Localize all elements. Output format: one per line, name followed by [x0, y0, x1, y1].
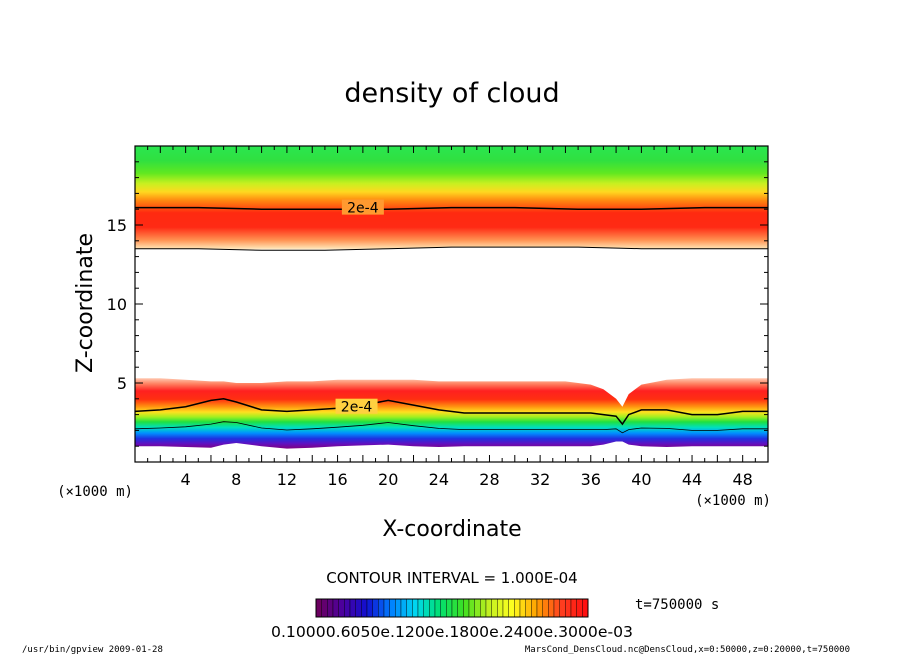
- colorbar-swatch: [383, 598, 390, 618]
- y-axis-label: Z-coordinate: [73, 233, 98, 373]
- colorbar-swatch: [389, 598, 396, 618]
- colorbar-swatch: [412, 598, 419, 618]
- colorbar-swatch: [372, 598, 379, 618]
- colorbar-swatch: [406, 598, 413, 618]
- x-tick-label: 48: [733, 470, 753, 489]
- colorbar-swatch: [400, 598, 407, 618]
- x-unit-right: (×1000 m): [695, 493, 771, 509]
- x-tick-label: 24: [429, 470, 449, 489]
- colorbar-swatch: [429, 598, 436, 618]
- colorbar-swatch: [480, 598, 487, 618]
- x-axis-label: X-coordinate: [382, 517, 521, 542]
- colorbar-swatch: [395, 598, 402, 618]
- upper-contour-line: [135, 206, 768, 210]
- colorbar-swatch: [463, 598, 470, 618]
- colorbar-swatch: [361, 598, 368, 618]
- x-tick-label: 32: [530, 470, 550, 489]
- y-tick-label: 10: [107, 295, 127, 314]
- colorbar-swatch: [559, 598, 566, 618]
- contour-label: 2e-4: [347, 201, 379, 217]
- colorbar-swatch: [570, 598, 577, 618]
- time-label: t=750000 s: [635, 597, 719, 613]
- colorbar-swatch: [536, 598, 543, 618]
- colorbar-swatch: [582, 598, 589, 618]
- colorbar-swatch: [502, 598, 509, 618]
- colorbar-swatch: [519, 598, 526, 618]
- y-tick-label: 5: [117, 374, 127, 393]
- upper-cloud-layer: [135, 146, 768, 251]
- colorbar-swatch: [417, 598, 424, 618]
- x-axis: 4 8 12 16 20 24 28 32 36 40 44 48: [147, 146, 756, 489]
- contour-label: 2e-4: [341, 400, 373, 416]
- colorbar-swatch: [349, 598, 356, 618]
- contour-label-bg: [335, 398, 378, 414]
- colorbar-swatch: [497, 598, 504, 618]
- contour-interval: CONTOUR INTERVAL = 1.000E-04: [326, 569, 577, 587]
- x-tick-label: 36: [581, 470, 601, 489]
- lower-cloud-layer: [135, 378, 768, 449]
- plot-area: [135, 146, 768, 449]
- lower-inner-contour-line: [135, 421, 768, 434]
- footer-right: MarsCond_DensCloud.nc@DensCloud,x=0:5000…: [525, 645, 850, 654]
- colorbar-swatch: [508, 598, 515, 618]
- colorbar-labels: 0.10000.6050e.1200e.1800e.2400e.3000e-03: [271, 623, 633, 641]
- colorbar-frame: [315, 598, 589, 618]
- colorbar-swatch: [485, 598, 492, 618]
- colorbar-swatch: [491, 598, 498, 618]
- colorbar-swatch: [344, 598, 351, 618]
- colorbar-swatch: [355, 598, 362, 618]
- colorbar-swatch: [525, 598, 532, 618]
- x-tick-label: 8: [231, 470, 241, 489]
- x-tick-label: 28: [479, 470, 499, 489]
- colorbar-swatch: [378, 598, 385, 618]
- contour-labels: 2e-4 2e-4: [335, 199, 384, 416]
- colorbar-swatch: [514, 598, 521, 618]
- colorbar-swatch: [565, 598, 572, 618]
- colorbar-swatch: [576, 598, 583, 618]
- colorbar-swatch: [474, 598, 481, 618]
- x-tick-label: 20: [378, 470, 398, 489]
- colorbar-swatch: [315, 598, 322, 618]
- colorbar-swatch: [531, 598, 538, 618]
- colorbar-swatch: [434, 598, 441, 618]
- contour-label-bg: [341, 199, 384, 215]
- upper-layer-edge-line: [135, 246, 768, 251]
- footer-left: /usr/bin/gpview 2009-01-28: [22, 645, 163, 654]
- colorbar-swatch: [446, 598, 453, 618]
- x-tick-label: 44: [682, 470, 702, 489]
- colorbar-swatch: [440, 598, 447, 618]
- colorbar-swatch: [332, 598, 339, 618]
- x-tick-label: 12: [277, 470, 297, 489]
- colorbar-swatch: [423, 598, 430, 618]
- y-tick-label: 15: [107, 216, 127, 235]
- colorbar-swatch: [542, 598, 549, 618]
- colorbar-swatch: [321, 598, 328, 618]
- colorbar-swatch: [548, 598, 555, 618]
- colorbar: [315, 598, 589, 618]
- x-tick-label: 40: [631, 470, 651, 489]
- colorbar-swatch: [451, 598, 458, 618]
- y-axis: 5 10 15: [107, 161, 768, 447]
- x-unit-left: (×1000 m): [57, 484, 133, 500]
- x-tick-label: 4: [181, 470, 191, 489]
- colorbar-swatch: [327, 598, 334, 618]
- colorbar-swatch: [457, 598, 464, 618]
- chart-title: density of cloud: [344, 78, 559, 109]
- colorbar-swatch: [338, 598, 345, 618]
- colorbar-swatch: [468, 598, 475, 618]
- x-tick-label: 16: [327, 470, 347, 489]
- colorbar-swatch: [366, 598, 373, 618]
- colorbar-swatch: [553, 598, 560, 618]
- lower-contour-line: [135, 398, 768, 426]
